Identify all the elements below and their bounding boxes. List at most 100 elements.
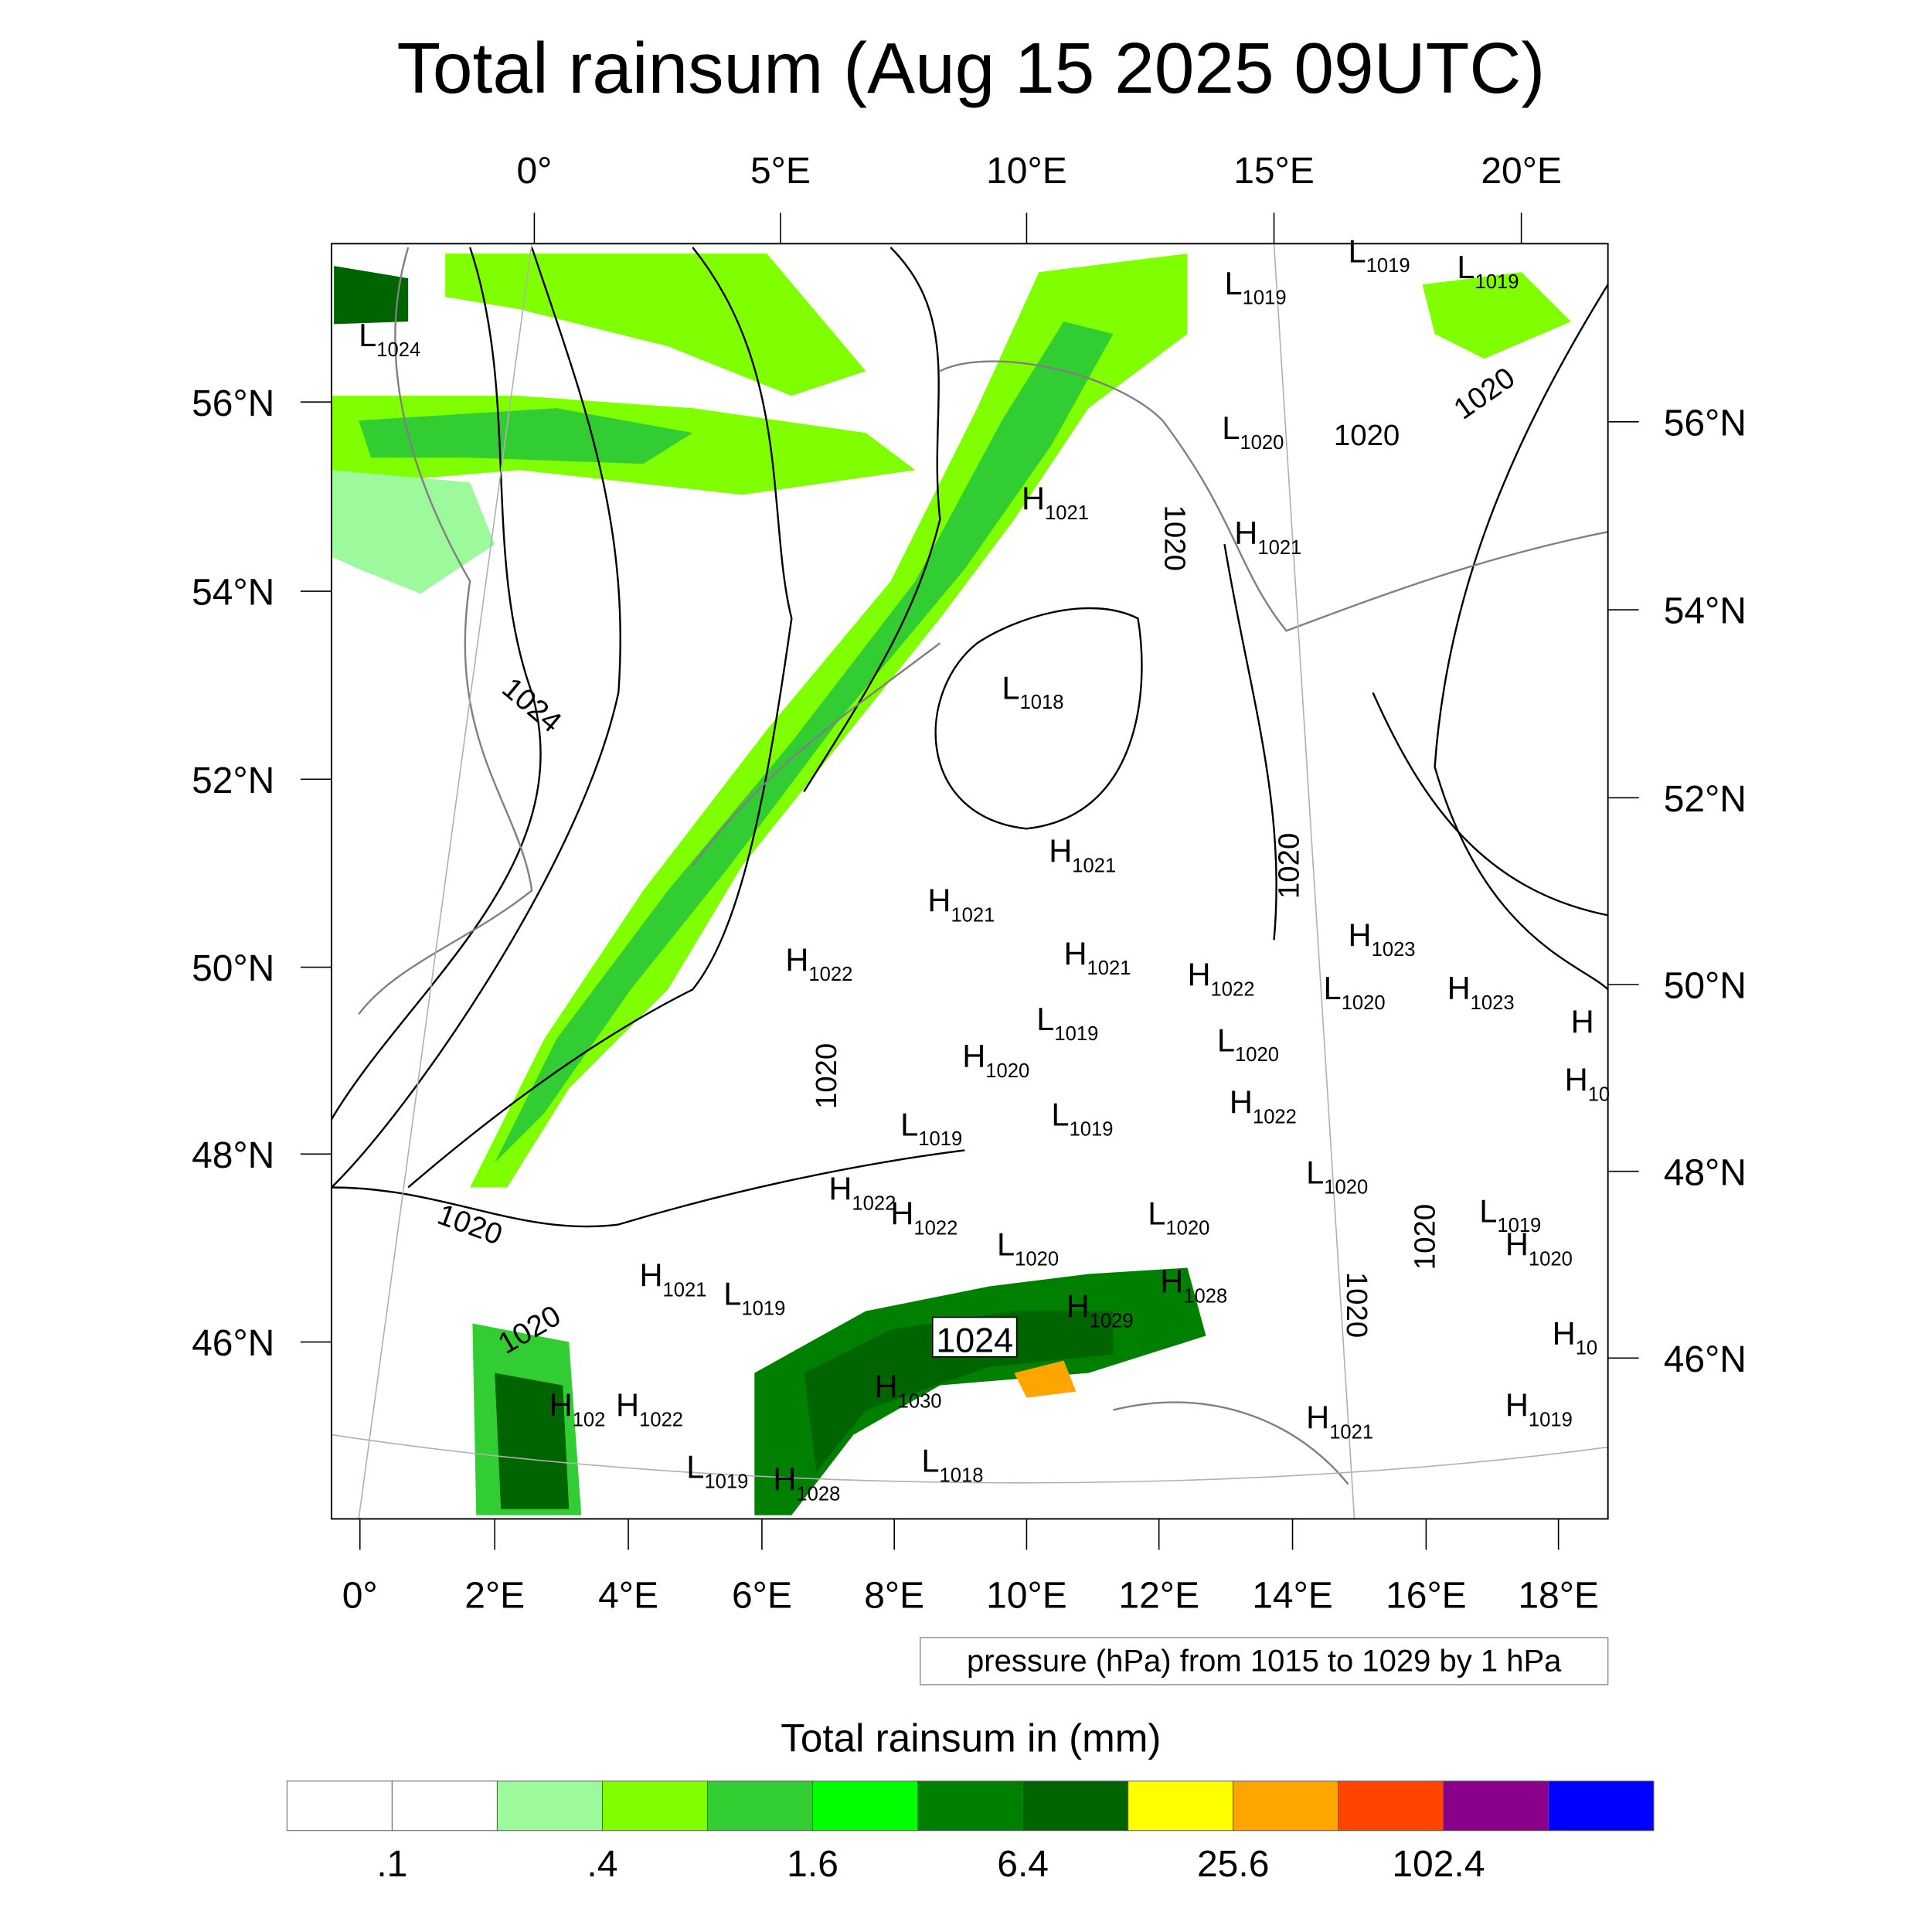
pressure-center-low: L1018 <box>921 1443 983 1487</box>
colorbar-swatch <box>601 1781 708 1832</box>
pressure-center-high: H1028 <box>1160 1264 1227 1308</box>
isobar-label: 1020 <box>1409 1204 1442 1270</box>
pressure-center-high: H1022 <box>785 941 852 985</box>
pressure-center-low: L1019 <box>900 1106 962 1150</box>
colorbar-label: 1.6 <box>787 1844 838 1885</box>
bottom-axis: 0° 2°E 4°E 6°E 8°E 10°E 12°E 14°E 16°E 18°E <box>342 1519 1599 1617</box>
pressure-center-high: H1021 <box>1306 1400 1373 1444</box>
top-axis: 0° 5°E 10°E 15°E 20°E <box>516 151 1562 244</box>
colorbar-swatch <box>391 1781 498 1832</box>
pressure-center-high: H1028 <box>773 1461 840 1505</box>
pressure-center-low: L1019 <box>1225 265 1287 309</box>
isobar-label-text: 1020 <box>1273 833 1306 899</box>
pressure-center-high: H1030 <box>875 1369 942 1413</box>
pressure-centers: L1024 L1019 L1019 L1019 L1020 H1021 H1021 L1018… <box>359 233 1610 1505</box>
pressure-center-high: H1022 <box>1230 1083 1297 1128</box>
isobar-label-text: 1020 <box>1334 419 1400 452</box>
top-lon-label: 10°E <box>986 151 1067 192</box>
pressure-center-low: L1019 <box>1479 1192 1541 1236</box>
bottom-lon-label: 10°E <box>986 1576 1067 1617</box>
pressure-center-high: H102 <box>549 1387 606 1431</box>
colorbar-swatch <box>1338 1781 1444 1832</box>
bottom-lon-label: 0° <box>342 1576 378 1617</box>
pressure-center-low: L1019 <box>1349 233 1410 277</box>
pressure-center-low: L1019 <box>1051 1096 1113 1140</box>
bottom-lon-label: 8°E <box>864 1576 924 1617</box>
pressure-center-high: H1023 <box>1349 917 1416 961</box>
bottom-lon-label: 12°E <box>1118 1576 1199 1617</box>
top-lon-label: 0° <box>516 151 552 192</box>
pressure-center-low: L1018 <box>1002 669 1063 713</box>
pressure-center-high: H1029 <box>1066 1288 1134 1332</box>
pressure-center-low: L1020 <box>1306 1155 1368 1199</box>
pressure-center-high: H1021 <box>1234 515 1301 559</box>
colorbar-swatch <box>917 1781 1024 1832</box>
bottom-lon-label: 6°E <box>732 1576 792 1617</box>
pressure-center-high: H10 <box>1565 1062 1611 1106</box>
colorbar-swatch <box>496 1781 603 1832</box>
rain-top-right <box>1422 272 1571 359</box>
left-lat-label: 48°N <box>192 1135 274 1176</box>
colorbar-title: Total rainsum in (mm) <box>781 1716 1161 1760</box>
colorbar-swatch <box>1022 1781 1129 1832</box>
right-axis: 56°N 54°N 52°N 50°N 48°N 46°N <box>1607 403 1747 1380</box>
pressure-center-high: H1023 <box>1447 970 1515 1014</box>
rain-north-sea-core <box>359 408 693 464</box>
bottom-lon-label: 18°E <box>1518 1576 1599 1617</box>
bottom-lon-label: 2°E <box>464 1576 525 1617</box>
pressure-center-low: L1024 <box>359 317 420 361</box>
left-lat-label: 50°N <box>192 948 274 989</box>
rain-north-band <box>445 253 866 396</box>
coastlines <box>358 247 1608 1485</box>
colorbar-swatch <box>1128 1781 1234 1832</box>
pressure-center-high: H1022 <box>616 1387 683 1431</box>
pressure-center-low: L1019 <box>1036 1001 1098 1045</box>
pressure-center-high: H1020 <box>1505 1226 1573 1270</box>
isobar-label: 1020 <box>1340 1272 1373 1338</box>
rain-alps-peak <box>1014 1360 1077 1398</box>
bottom-lon-label: 14°E <box>1252 1576 1333 1617</box>
pressure-center-low: L1020 <box>1148 1196 1209 1240</box>
rain-alps-core <box>804 1311 1114 1472</box>
left-lat-label: 56°N <box>192 383 274 424</box>
top-lon-label: 15°E <box>1233 151 1315 192</box>
colorbar-label: 102.4 <box>1392 1844 1485 1885</box>
isobar-label-text: 1020 <box>1340 1272 1373 1338</box>
colorbar: .1 .4 1.6 6.4 25.6 102.4 <box>286 1781 1655 1885</box>
pressure-center-low: L1020 <box>997 1226 1059 1270</box>
left-lat-label: 54°N <box>192 573 274 614</box>
right-lat-label: 48°N <box>1664 1152 1747 1193</box>
isobar-label-box <box>931 1316 1018 1358</box>
chart-title: Total rainsum (Aug 15 2025 09UTC) <box>397 28 1546 108</box>
isobar-label: 1020 <box>1158 505 1192 570</box>
contour-info-text: pressure (hPa) from 1015 to 1029 by 1 hP… <box>967 1644 1562 1678</box>
isobar-label: 1020 <box>810 1043 843 1109</box>
isobar-label-text: 1020 <box>1409 1204 1442 1270</box>
pressure-center-high: H1021 <box>1022 480 1089 524</box>
graticule <box>331 243 1608 1519</box>
pressure-center-high: H1022 <box>890 1196 957 1240</box>
colorbar-swatch <box>1233 1781 1339 1832</box>
pressure-center-low: L1020 <box>1324 970 1386 1014</box>
colorbar-swatch <box>286 1781 393 1832</box>
colorbar-swatch <box>1443 1781 1549 1832</box>
colorbar-label: 6.4 <box>997 1844 1049 1885</box>
colorbar-label: .4 <box>587 1844 617 1885</box>
rain-top-left <box>334 266 409 325</box>
colorbar-swatch <box>707 1781 814 1832</box>
pressure-center-high: H <box>1571 1003 1594 1039</box>
colorbar-swatch <box>1548 1781 1655 1832</box>
bottom-lon-label: 4°E <box>598 1576 658 1617</box>
top-lon-label: 5°E <box>750 151 811 192</box>
isobar-label: 1024 <box>931 1316 1018 1359</box>
rain-diagonal-core <box>495 321 1114 1163</box>
right-lat-label: 52°N <box>1664 779 1747 820</box>
pressure-center-high: H1021 <box>639 1257 706 1301</box>
pressure-center-low: L1019 <box>723 1276 785 1320</box>
pressure-center-low: L1019 <box>686 1449 748 1493</box>
left-axis: 56°N 54°N 52°N 50°N 48°N 46°N <box>192 383 332 1364</box>
rain-uk-patch <box>331 470 495 594</box>
pressure-center-high: H1021 <box>1049 833 1116 877</box>
right-lat-label: 50°N <box>1664 966 1747 1007</box>
